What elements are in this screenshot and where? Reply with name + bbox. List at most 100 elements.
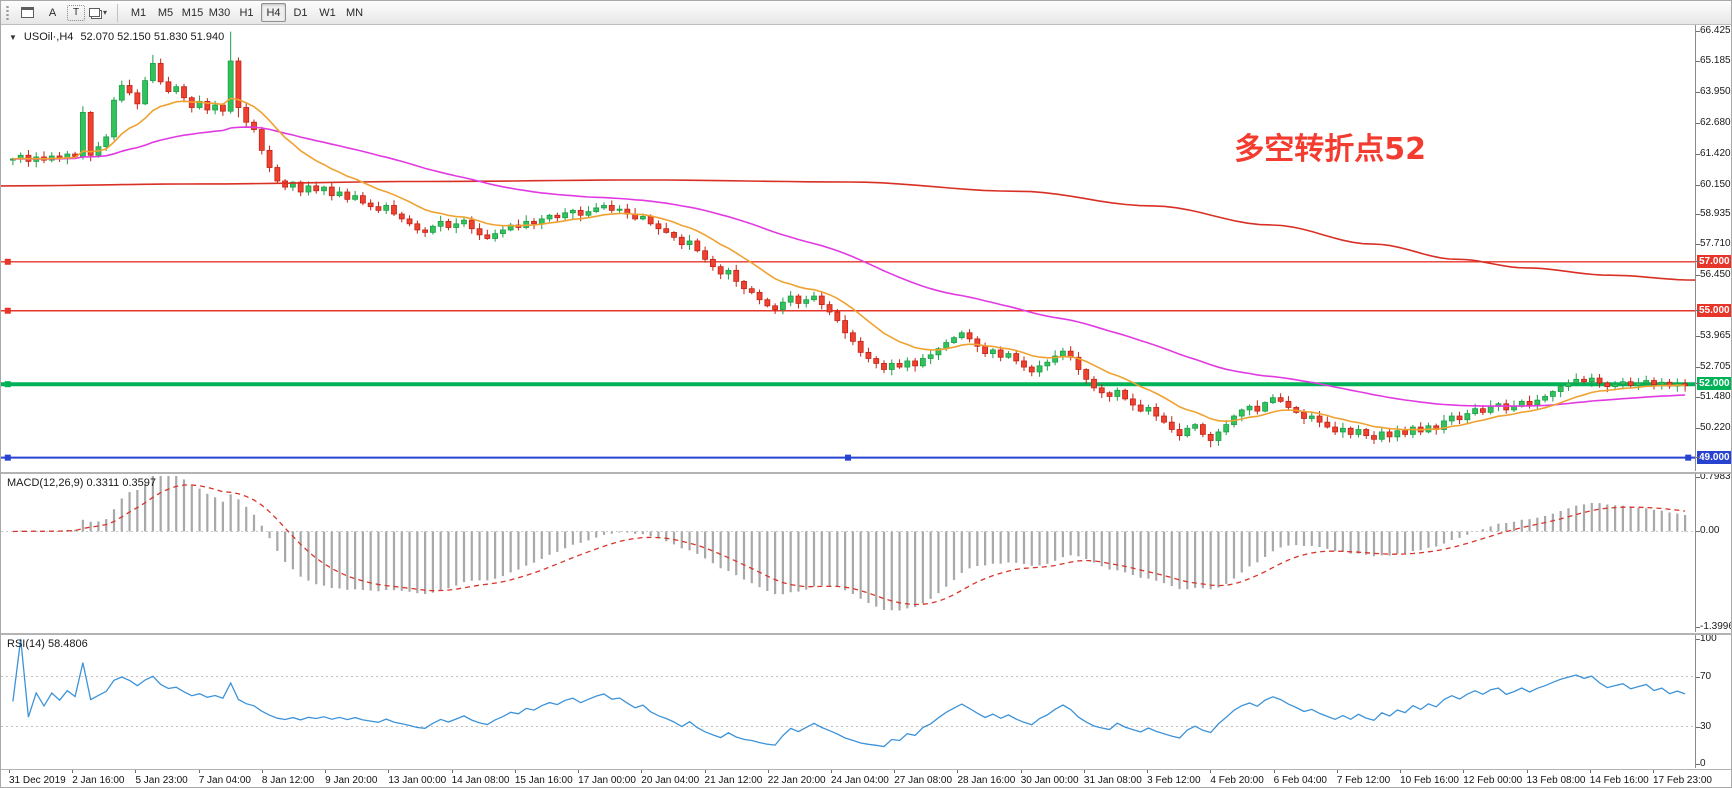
price-axis-tick-label: 0	[1700, 758, 1706, 769]
time-tick-mark	[1083, 770, 1085, 773]
time-axis-label: 7 Jan 04:00	[198, 775, 251, 786]
time-axis-label: 15 Jan 16:00	[514, 775, 573, 786]
price-axis-tick-label: 0.00	[1700, 525, 1720, 537]
axis-tick-mark	[1696, 214, 1700, 216]
time-axis[interactable]: 31 Dec 2019 2 Jan 16:00 5 Jan 23:00 7 Jan 0…	[1, 770, 1731, 787]
panel-separator	[1, 768, 1731, 770]
axis-tick-mark	[1696, 336, 1700, 338]
time-tick-mark	[1400, 770, 1402, 773]
timeframe-button-m30[interactable]: M30	[208, 6, 231, 19]
price-axis[interactable]: 66.425 65.185 63.950 62.680 61.420 60.150 58.9…	[1695, 25, 1732, 770]
axis-tick-mark	[1696, 396, 1700, 398]
axis-tick-mark	[1696, 456, 1700, 458]
axis-tick-mark	[1696, 184, 1700, 186]
time-tick-mark	[1653, 770, 1654, 773]
time-tick-mark	[1273, 770, 1275, 773]
time-tick-mark	[1589, 770, 1591, 773]
axis-tick-mark	[1696, 726, 1700, 728]
chart-ohlc-values: 52.070 52.150 51.830 51.940	[80, 31, 225, 43]
time-axis-label: 27 Jan 08:00	[894, 775, 953, 786]
chart-window-icon	[20, 7, 34, 18]
time-axis-label: 22 Jan 20:00	[767, 775, 826, 786]
rsi-indicator-label: RSI(14) 58.4806	[7, 638, 88, 650]
timeframe-button-h4[interactable]: H4	[261, 3, 286, 22]
time-tick-mark	[1210, 770, 1212, 773]
axis-tick-mark	[1696, 244, 1700, 246]
timeframe-button-m15[interactable]: M15	[181, 6, 204, 19]
axis-tick-mark	[1696, 639, 1700, 640]
timeframe-button-w1[interactable]: W1	[319, 6, 336, 19]
timeframe-button-mn[interactable]: MN	[345, 6, 364, 19]
time-axis-label: 24 Jan 04:00	[831, 775, 889, 786]
price-axis-tick-label: 66.425	[1700, 25, 1731, 36]
time-axis-label: 7 Feb 12:00	[1336, 775, 1391, 786]
chart-symbol-title: USOil·,H4	[23, 31, 74, 43]
panel-separator[interactable]	[1, 632, 1731, 635]
toolbar-grip[interactable]	[5, 4, 10, 21]
timeframe-button-d1[interactable]: D1	[293, 6, 308, 19]
time-axis-label: 31 Dec 2019	[9, 775, 66, 786]
panel-separator[interactable]	[1, 471, 1731, 474]
rsi-line	[12, 638, 1686, 748]
templates-button[interactable]: ▾	[87, 3, 109, 22]
axis-tick-mark	[1696, 122, 1700, 124]
line-handle[interactable]	[4, 454, 11, 461]
text-tool-button[interactable]: A	[48, 6, 57, 19]
price-axis-tick-label: 62.680	[1700, 116, 1731, 128]
price-axis-tick-label: 60.150	[1700, 178, 1731, 190]
time-axis-label: 9 Jan 20:00	[325, 775, 378, 786]
timeframe-button-m5[interactable]: M5	[157, 6, 174, 19]
time-axis-label: 13 Jan 00:00	[388, 775, 447, 786]
time-axis-label: 14 Jan 08:00	[451, 775, 510, 786]
price-annotation-text[interactable]: 多空转折点52	[1234, 132, 1426, 167]
time-axis-label: 8 Jan 12:00	[261, 775, 315, 786]
symbol-dropdown-icon[interactable]: ▼	[9, 32, 17, 42]
time-axis-label: 3 Feb 12:00	[1147, 775, 1201, 786]
price-axis-tick-label: 57.710	[1700, 238, 1731, 250]
time-axis-label: 17 Feb 23:00	[1653, 775, 1712, 786]
time-tick-mark	[261, 770, 263, 773]
axis-tick-mark	[1696, 61, 1700, 63]
price-axis-tick-label: 58.935	[1700, 208, 1731, 220]
axis-tick-mark	[1696, 260, 1700, 262]
line-handle[interactable]	[4, 381, 11, 388]
price-line-label: 49.000	[1697, 450, 1731, 464]
main-price-chart[interactable]: 多空转折点52	[1, 25, 1695, 471]
time-tick-mark	[1147, 770, 1149, 773]
time-axis-label: 10 Feb 16:00	[1400, 775, 1459, 786]
text-label-tool-button[interactable]: T	[67, 4, 85, 21]
price-axis-tick-label: 61.420	[1700, 147, 1731, 159]
time-tick-mark	[1336, 770, 1338, 773]
price-axis-tick-label: -1.3996	[1700, 621, 1732, 633]
rsi-panel[interactable]	[1, 635, 1695, 768]
time-axis-label: 21 Jan 12:00	[704, 775, 763, 786]
time-tick-mark	[388, 770, 390, 773]
time-tick-mark	[957, 770, 959, 773]
macd-indicator-label: MACD(12,26,9) 0.3311 0.3597	[7, 477, 156, 489]
time-axis-label: 17 Jan 00:00	[578, 775, 636, 786]
candlestick-series	[9, 31, 1689, 448]
price-axis-tick-label: 0.7983	[1700, 470, 1731, 482]
line-handle[interactable]	[845, 454, 851, 461]
axis-tick-mark	[1696, 764, 1700, 765]
time-axis-label: 4 Feb 20:00	[1210, 775, 1264, 786]
time-axis-label: 13 Feb 08:00	[1526, 775, 1586, 786]
line-handle[interactable]	[4, 307, 11, 314]
price-axis-tick-label: 53.965	[1700, 330, 1731, 342]
axis-tick-mark	[1696, 31, 1700, 32]
new-chart-button[interactable]	[16, 3, 38, 22]
timeframe-button-m1[interactable]: M1	[130, 6, 147, 19]
macd-panel[interactable]	[1, 474, 1695, 632]
axis-tick-mark	[1696, 427, 1700, 429]
toolbar: A T ▾ M1 M5 M15 M30 H1 H4 D1 W1 MN	[1, 1, 1731, 25]
macd-histogram	[19, 476, 1687, 611]
timeframe-button-h1[interactable]: H1	[239, 6, 254, 19]
price-axis-tick-label: 70	[1700, 670, 1712, 682]
time-tick-mark	[894, 770, 896, 773]
line-handle[interactable]	[4, 258, 11, 265]
axis-tick-mark	[1696, 476, 1700, 478]
line-handle[interactable]	[1685, 454, 1692, 461]
time-axis-label: 5 Jan 23:00	[135, 775, 188, 786]
time-axis-label: 28 Jan 16:00	[957, 775, 1016, 786]
time-axis-label: 31 Jan 08:00	[1083, 775, 1142, 786]
